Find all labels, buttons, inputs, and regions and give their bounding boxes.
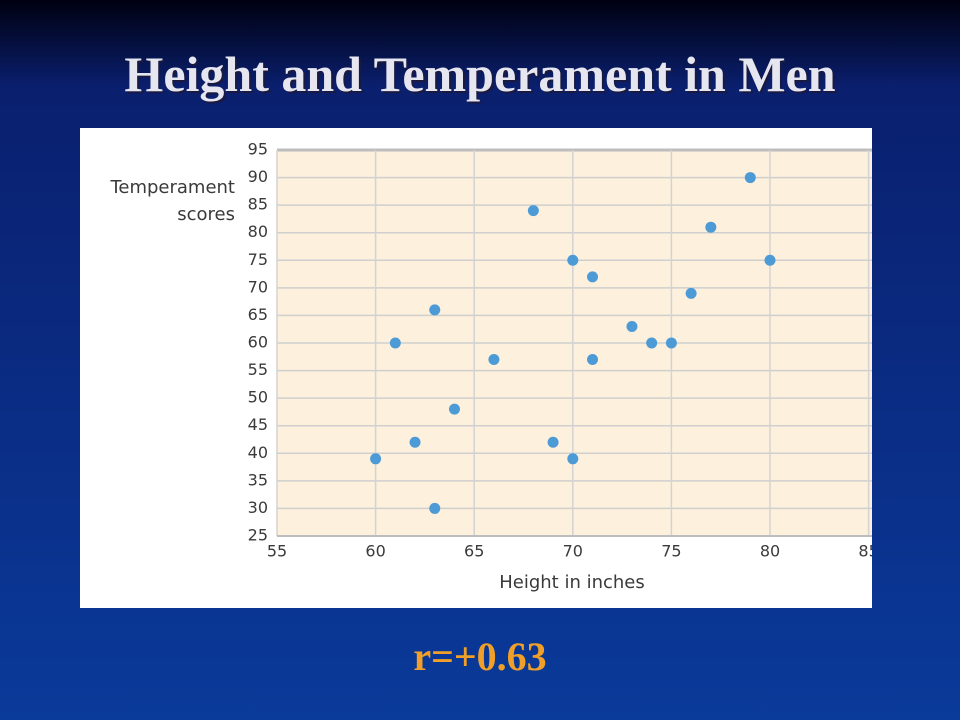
point — [764, 254, 776, 266]
y-tick-label: 45 — [248, 415, 268, 434]
x-axis-label: Height in inches — [499, 572, 645, 593]
x-tick-label: 70 — [563, 542, 583, 561]
y-tick-label: 40 — [248, 443, 268, 462]
point — [409, 436, 421, 448]
y-tick-label: 25 — [248, 526, 268, 545]
y-tick-label: 90 — [248, 167, 268, 186]
y-axis-label: Temperament scores — [110, 177, 235, 225]
point — [429, 304, 441, 316]
point — [744, 172, 756, 184]
title-shadow: Height and Temperament in Men — [126, 48, 837, 104]
x-tick-label: 65 — [464, 542, 484, 561]
x-tick-label: 80 — [760, 542, 780, 561]
x-tick-label: 75 — [661, 542, 681, 561]
point — [448, 403, 460, 415]
y-tick-label: 30 — [248, 498, 268, 517]
point — [389, 337, 401, 349]
x-tick-label: 55 — [267, 542, 287, 561]
point — [488, 354, 500, 366]
point — [587, 271, 599, 283]
point — [527, 205, 539, 217]
y-label-box: Temperament scores — [110, 177, 235, 225]
point — [429, 502, 441, 514]
y-tick-label: 85 — [248, 195, 268, 214]
point — [685, 287, 697, 299]
point — [567, 453, 579, 465]
y-tick-label: 35 — [248, 470, 268, 489]
point — [705, 221, 717, 233]
point — [665, 337, 677, 349]
annotation: r=+0.63 — [413, 634, 546, 679]
point — [547, 436, 559, 448]
point — [646, 337, 658, 349]
title: Height and Temperament in Men — [124, 46, 835, 102]
point — [567, 254, 579, 266]
y-tick-label: 55 — [248, 360, 268, 379]
y-tick-label: 50 — [248, 388, 268, 407]
plot: 25 30 35 40 45 50 55 60 65 70 75 80 85 90 95 55 60 65 70 75… — [248, 140, 878, 561]
point — [626, 320, 638, 332]
y-tick-label: 65 — [248, 305, 268, 324]
y-tick-label: 95 — [248, 140, 268, 159]
point — [370, 453, 382, 465]
y-tick-label: 80 — [248, 222, 268, 241]
y-tick-label: 60 — [248, 333, 268, 352]
point — [587, 354, 599, 366]
x-tick-label: 60 — [365, 542, 385, 561]
y-tick-label: 75 — [248, 250, 268, 269]
y-tick-label: 70 — [248, 277, 268, 296]
x-tick-label: 85 — [858, 542, 878, 561]
